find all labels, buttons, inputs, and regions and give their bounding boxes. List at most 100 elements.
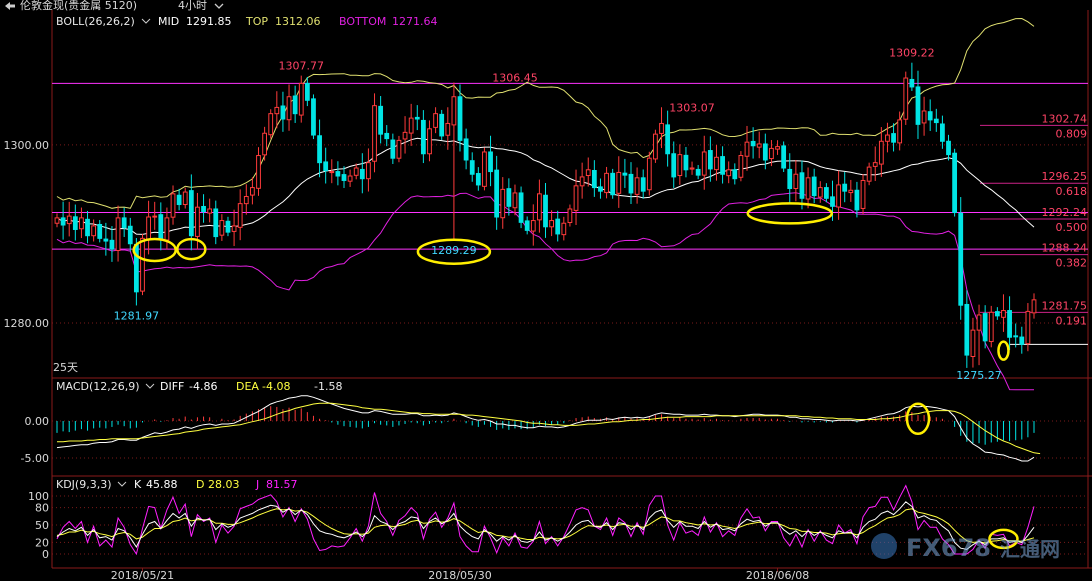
- highlight-ellipse: [176, 237, 207, 261]
- candle-up: [79, 217, 84, 230]
- candle-down: [323, 161, 329, 172]
- candle-down: [591, 169, 597, 189]
- candle-up: [689, 167, 695, 170]
- macd-panel: [56, 395, 1041, 462]
- candle-down: [732, 169, 738, 180]
- candle-down: [543, 194, 548, 228]
- kdj-tick-label: 20: [35, 536, 49, 549]
- candle-down: [213, 208, 219, 238]
- boll-label[interactable]: BOLL(26,26,2): [56, 15, 135, 28]
- macd-tick-label: -5.00: [21, 452, 49, 465]
- candle-down: [494, 169, 500, 218]
- kdj-label[interactable]: KDJ(9,3,3): [56, 478, 112, 491]
- candle-down: [359, 168, 365, 180]
- candle-down: [475, 173, 481, 186]
- candle-up: [164, 217, 170, 241]
- candle-down: [622, 172, 628, 176]
- candle-up: [714, 156, 719, 171]
- candle-down: [158, 214, 164, 240]
- date-tick-label: 2018/05/30: [428, 569, 491, 581]
- candlesticks: [54, 62, 1037, 368]
- boll-bottom-line: [56, 192, 1034, 391]
- candle-up: [91, 225, 97, 237]
- candle-down: [799, 172, 805, 199]
- back-arrow-icon[interactable]: [5, 2, 15, 10]
- candle-up: [817, 187, 823, 198]
- macd-diff-label: DIFF: [160, 380, 184, 393]
- fib-level-price: 1288.24: [1042, 242, 1088, 255]
- highlight-ellipse: [988, 528, 1019, 550]
- high-annotation: 1307.77: [279, 60, 325, 73]
- candle-down: [439, 113, 445, 137]
- candle-down: [750, 140, 756, 147]
- candle-down: [555, 218, 561, 235]
- candle-up: [298, 82, 304, 116]
- macd-dea-value: -4.08: [262, 380, 290, 393]
- chevron-down-icon[interactable]: [141, 18, 151, 24]
- macd-dea-label: DEA: [236, 380, 259, 393]
- candle-up: [237, 203, 243, 228]
- candle-up: [903, 77, 909, 120]
- macd-dea-line: [57, 402, 1041, 455]
- candle-up: [579, 176, 585, 187]
- candle-down: [311, 98, 316, 136]
- candle-up: [408, 117, 414, 134]
- candle-up: [988, 311, 994, 343]
- candle-down: [762, 143, 768, 161]
- macd-label[interactable]: MACD(12,26,9): [56, 380, 140, 393]
- kdj-panel: [56, 484, 1035, 556]
- candle-up: [769, 147, 774, 160]
- macd-diff-value: -4.86: [189, 380, 217, 393]
- period-label: 25天: [53, 361, 78, 374]
- candle-down: [909, 78, 915, 88]
- candle-up: [433, 113, 438, 128]
- candle-up: [634, 177, 640, 195]
- candle-up: [866, 166, 872, 182]
- candle-down: [127, 225, 133, 245]
- candle-down: [488, 151, 493, 173]
- timeframe-selector[interactable]: 4小时: [178, 0, 207, 12]
- candle-up: [1001, 310, 1006, 318]
- candle-down: [1007, 310, 1012, 338]
- candle-up: [512, 192, 518, 209]
- kdj-k-line: [56, 501, 1035, 550]
- candle-down: [341, 174, 347, 181]
- fib-level-ratio: 0.191: [1056, 314, 1088, 327]
- candle-down: [463, 138, 469, 161]
- candle-down: [457, 96, 463, 141]
- candle-down: [292, 95, 298, 115]
- candle-up: [347, 175, 353, 182]
- candle-up: [329, 171, 335, 174]
- boll-mid-label: MID: [158, 15, 179, 28]
- fib-level-ratio: 0.809: [1056, 127, 1088, 140]
- date-tick-label: 2018/06/08: [746, 569, 809, 581]
- chevron-down-icon[interactable]: [145, 383, 155, 389]
- candle-up: [744, 141, 750, 157]
- chevron-down-icon[interactable]: [214, 3, 224, 9]
- candle-down: [952, 152, 958, 214]
- candle-down: [665, 124, 671, 155]
- candle-up: [353, 167, 359, 176]
- kdj-d-value: 28.03: [208, 478, 240, 491]
- boll-top-value: 1312.06: [275, 15, 321, 28]
- candle-down: [915, 86, 921, 125]
- candle-down: [304, 82, 310, 101]
- candle-up: [726, 169, 732, 177]
- candle-down: [1013, 335, 1019, 338]
- candle-up: [182, 191, 188, 206]
- candle-down: [811, 176, 817, 197]
- candle-up: [286, 96, 292, 121]
- chevron-down-icon[interactable]: [117, 481, 127, 487]
- candle-down: [335, 171, 341, 177]
- kdj-header: KDJ(9,3,3) K 45.88 D 28.03 J 81.57: [56, 478, 298, 491]
- candle-up: [805, 177, 811, 200]
- candle-down: [854, 189, 860, 211]
- chart-frame: [51, 10, 1092, 569]
- candle-down: [317, 135, 322, 164]
- macd-header: MACD(12,26,9) DIFF -4.86 DEA -4.08 -1.58: [56, 380, 342, 393]
- candle-up: [530, 220, 536, 232]
- high-annotation: 1309.22: [889, 47, 935, 60]
- candle-up: [402, 131, 408, 140]
